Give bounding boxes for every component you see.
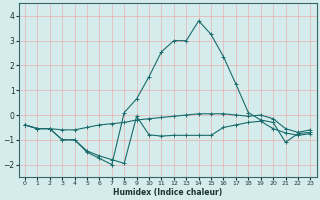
X-axis label: Humidex (Indice chaleur): Humidex (Indice chaleur) [113,188,222,197]
